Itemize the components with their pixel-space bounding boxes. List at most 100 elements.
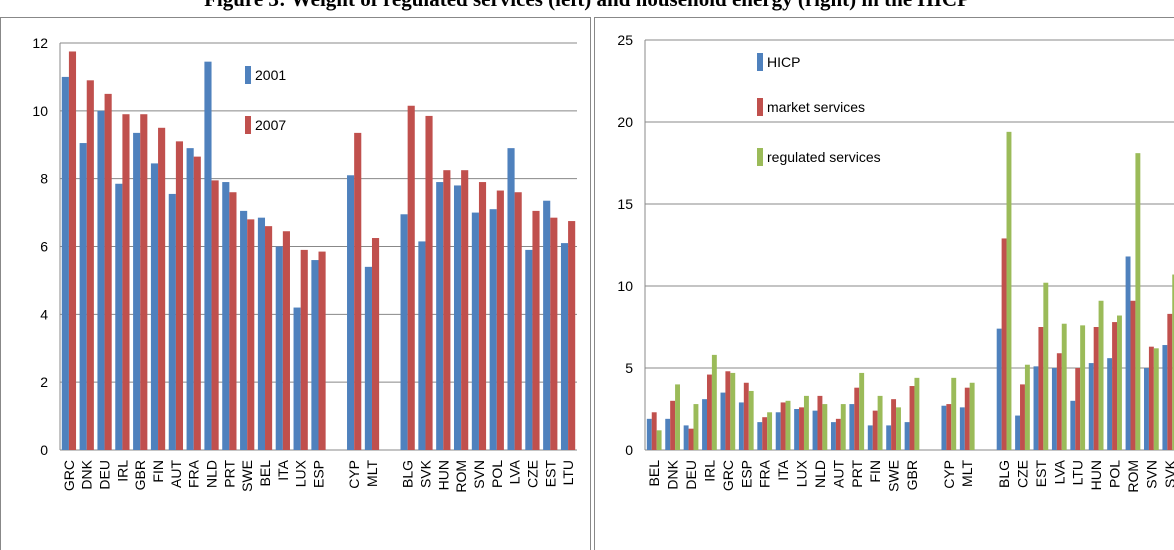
y-tick-label: 15: [617, 196, 633, 212]
x-tick-label: LUX: [293, 459, 309, 487]
x-tick-label: FRA: [757, 459, 773, 488]
bar: [914, 377, 920, 450]
bar: [400, 214, 408, 450]
bar: [775, 412, 781, 450]
bar: [1088, 363, 1094, 450]
bar: [229, 192, 237, 450]
bar: [785, 400, 791, 450]
bar: [812, 410, 818, 450]
bar: [407, 105, 415, 450]
x-tick-label: SVK: [417, 459, 433, 488]
x-tick-label: POL: [1107, 460, 1123, 488]
bar: [830, 422, 836, 450]
x-tick-label: HUN: [435, 460, 451, 490]
bar: [767, 412, 773, 450]
bar: [61, 76, 69, 451]
bar: [1144, 368, 1149, 450]
bar: [780, 402, 786, 450]
bar: [265, 226, 273, 450]
x-tick-label: MLT: [364, 460, 380, 487]
bar: [1117, 315, 1122, 450]
y-tick-label: 10: [617, 278, 633, 294]
bar: [1112, 322, 1118, 450]
x-tick-label: FRA: [186, 459, 202, 488]
x-tick-label: EST: [542, 460, 558, 488]
bar: [738, 402, 744, 450]
bar: [550, 217, 558, 450]
bar: [743, 382, 749, 450]
bar: [186, 148, 194, 450]
legend-label: HICP: [767, 54, 800, 70]
bar: [418, 241, 426, 450]
bar: [175, 141, 184, 450]
x-tick-label: MLT: [959, 460, 975, 487]
bar: [656, 430, 662, 450]
legend-swatch: [757, 148, 763, 166]
bar: [683, 425, 689, 450]
x-tick-label: NLD: [812, 460, 828, 488]
bar: [1153, 348, 1159, 450]
x-tick-label: BEL: [646, 460, 662, 487]
bar: [688, 428, 694, 450]
bar: [478, 182, 487, 450]
bar: [996, 328, 1002, 450]
x-tick-label: AUT: [168, 460, 184, 488]
bar: [461, 170, 469, 450]
bar: [693, 404, 699, 450]
x-tick-label: FIN: [867, 460, 883, 483]
x-tick-label: ITA: [775, 459, 791, 480]
bar: [702, 399, 707, 450]
bar: [651, 412, 657, 450]
bar: [318, 251, 326, 450]
x-tick-label: GRC: [61, 460, 77, 491]
x-tick-label: HUN: [1088, 460, 1104, 490]
x-tick-label: LTU: [1070, 460, 1086, 485]
bar: [854, 387, 860, 450]
bar: [371, 238, 380, 450]
legend-label: market services: [767, 99, 865, 115]
bar: [835, 418, 841, 450]
bar: [436, 182, 444, 450]
bar: [720, 392, 726, 450]
bar: [489, 209, 497, 450]
y-tick-label: 20: [617, 114, 633, 130]
x-tick-label: DNK: [665, 459, 681, 489]
bar: [1125, 256, 1131, 450]
bar: [471, 212, 479, 450]
x-tick-label: NLD: [204, 460, 220, 488]
bar: [646, 418, 652, 450]
legend-label: regulated services: [767, 149, 881, 165]
bar: [443, 170, 451, 450]
y-tick-label: 2: [40, 374, 48, 390]
x-tick-label: CYP: [346, 460, 362, 489]
bar: [222, 182, 230, 450]
bar: [1080, 325, 1086, 450]
x-tick-label: LTU: [560, 460, 576, 485]
bar: [496, 190, 504, 450]
bar: [725, 371, 731, 450]
bar: [425, 115, 433, 450]
bar: [133, 132, 141, 451]
bar: [670, 400, 676, 450]
bar: [896, 407, 901, 450]
bar: [1070, 400, 1076, 450]
bar: [748, 390, 754, 450]
x-tick-label: LVA: [1051, 459, 1067, 484]
bar: [211, 180, 219, 451]
x-tick-label: GBR: [132, 460, 148, 490]
x-tick-label: ITA: [275, 459, 291, 480]
x-tick-label: EST: [1033, 460, 1049, 488]
bar: [840, 404, 846, 450]
x-tick-label: POL: [489, 460, 505, 488]
bar: [904, 422, 910, 450]
bar: [1056, 353, 1062, 450]
x-tick-label: GRC: [720, 460, 736, 491]
bar: [1130, 300, 1136, 450]
y-tick-label: 10: [32, 103, 48, 119]
bar: [311, 260, 319, 450]
bar: [675, 384, 680, 450]
bar: [803, 395, 809, 450]
bar: [347, 175, 355, 450]
y-tick-label: 12: [32, 35, 48, 51]
bar: [68, 51, 77, 451]
